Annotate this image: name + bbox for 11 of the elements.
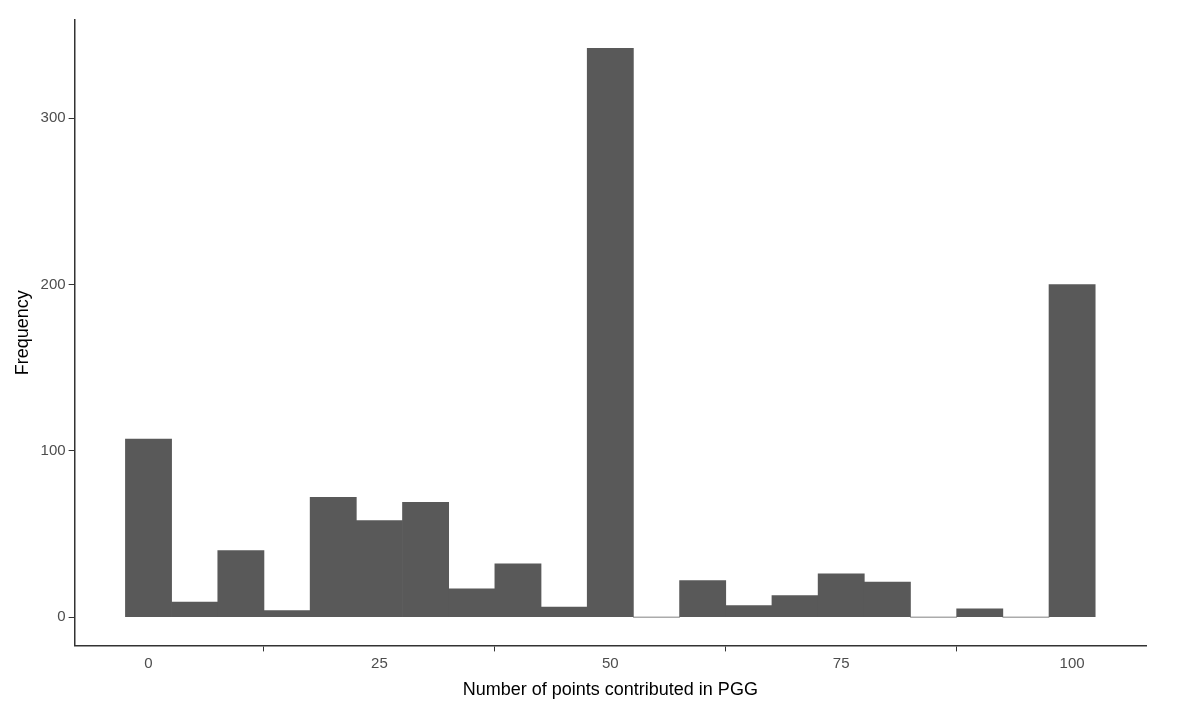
x-axis-title: Number of points contributed in PGG <box>462 679 758 700</box>
y-tick-label: 200 <box>40 274 66 292</box>
x-tick-label: 100 <box>1059 653 1085 671</box>
y-axis-title: Frequency <box>11 290 32 376</box>
y-tick-label: 0 <box>57 607 66 625</box>
x-tick-label: 25 <box>371 653 388 671</box>
x-tick-label: 75 <box>832 653 850 671</box>
y-tick-label: 100 <box>40 440 66 458</box>
x-tick-label: 0 <box>144 653 153 671</box>
x-tick-label: 50 <box>601 653 619 671</box>
y-tick-label: 300 <box>40 108 66 126</box>
